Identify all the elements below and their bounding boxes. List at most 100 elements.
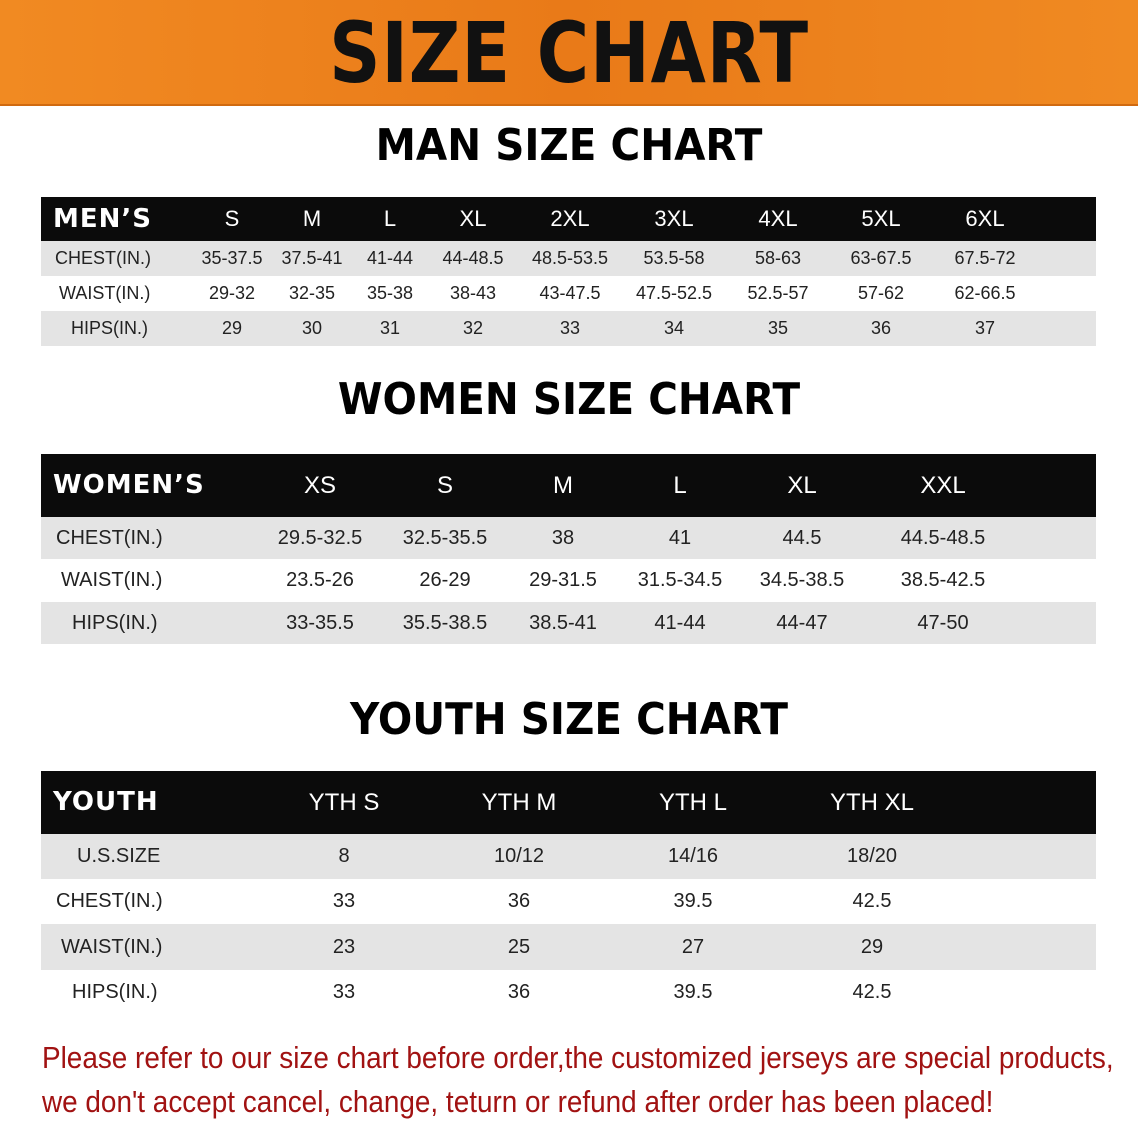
table-cell: 52.5-57 [747, 283, 809, 303]
table-cell: 29-31.5 [529, 569, 597, 591]
size-header: YTH XL [829, 789, 915, 816]
table-cell: 38-43 [449, 283, 497, 303]
table-cell: 44-48.5 [442, 248, 504, 268]
table-cell: 32 [462, 318, 484, 338]
table-cell: 30 [301, 318, 323, 338]
table-cell: 36 [507, 981, 531, 1003]
size-header: M [553, 472, 573, 499]
table-cell: 42.5 [852, 890, 892, 912]
row-label: WAIST(IN.) [61, 936, 163, 958]
table-cell: 62-66.5 [954, 283, 1016, 303]
table-cell: 47-50 [917, 612, 969, 634]
size-header: 4XL [758, 206, 798, 231]
table-cell: 31.5-34.5 [637, 569, 723, 591]
table-cell: 39.5 [673, 981, 713, 1003]
table-cell: 35 [767, 318, 789, 338]
table-cell: 10/12 [493, 845, 545, 867]
table-header-row: YOUTH YTH S YTH M YTH L YTH XL [41, 771, 1096, 834]
youth-section-title: YOUTH SIZE CHART [350, 694, 788, 745]
table-cell: 38 [551, 527, 575, 549]
table-row: WAIST(IN.) 23.5-26 26-29 29-31.5 31.5-34.5 34… [41, 559, 1096, 602]
table-row: HIPS(IN.) 29 30 31 32 33 34 35 36 37 [41, 311, 1096, 346]
table-cell: 34 [663, 318, 685, 338]
size-header: XL [787, 472, 817, 499]
table-row: HIPS(IN.) 33 36 39.5 42.5 [41, 970, 1096, 1015]
table-row: CHEST(IN.) 35-37.5 37.5-41 41-44 44-48.5 48.5… [41, 241, 1096, 276]
table-cell: 63-67.5 [850, 248, 912, 268]
table-cell: 37.5-41 [281, 248, 343, 268]
table-row: WAIST(IN.) 23 25 27 29 [41, 924, 1096, 970]
size-header: 2XL [550, 206, 590, 231]
row-label: WAIST(IN.) [59, 283, 151, 303]
table-cell: 35-37.5 [201, 248, 263, 268]
table-cell: 8 [338, 845, 350, 867]
size-header: YTH M [481, 789, 557, 816]
size-header: L [673, 472, 687, 499]
table-row: CHEST(IN.) 29.5-32.5 32.5-35.5 38 41 44.5 44.5… [41, 517, 1096, 559]
table-cell: 41-44 [366, 248, 414, 268]
size-header: YTH L [658, 789, 728, 816]
table-cell: 67.5-72 [954, 248, 1016, 268]
table-cell: 41 [668, 527, 692, 549]
table-cell: 41-44 [654, 612, 706, 634]
size-header: 6XL [965, 206, 1005, 231]
table-cell: 58-63 [754, 248, 802, 268]
size-header: S [224, 206, 240, 231]
table-row: HIPS(IN.) 33-35.5 35.5-38.5 38.5-41 41-44 44-… [41, 602, 1096, 644]
notice-line-2: we don't accept cancel, change, teturn o… [42, 1084, 994, 1119]
men-section-title: MAN SIZE CHART [375, 120, 763, 171]
table-cell: 23.5-26 [286, 569, 354, 591]
row-label: CHEST(IN.) [56, 890, 163, 912]
table-cell: 26-29 [419, 569, 471, 591]
table-cell: 48.5-53.5 [531, 248, 609, 268]
header-label: WOMEN’S [53, 470, 205, 500]
table-cell: 36 [870, 318, 892, 338]
banner-title: SIZE CHART [329, 4, 809, 102]
row-label: CHEST(IN.) [56, 527, 163, 549]
table-row: WAIST(IN.) 29-32 32-35 35-38 38-43 43-47.5 47.… [41, 276, 1096, 311]
table-cell: 14/16 [667, 845, 719, 867]
row-label: HIPS(IN.) [72, 981, 158, 1003]
table-cell: 29 [221, 318, 243, 338]
table-cell: 42.5 [852, 981, 892, 1003]
table-cell: 31 [379, 318, 401, 338]
table-row: U.S.SIZE 8 10/12 14/16 18/20 [41, 834, 1096, 879]
table-cell: 36 [507, 890, 531, 912]
table-cell: 29.5-32.5 [277, 527, 363, 549]
row-label: U.S.SIZE [77, 845, 161, 867]
table-cell: 29-32 [208, 283, 256, 303]
size-header: M [302, 206, 322, 231]
women-section-title: WOMEN SIZE CHART [337, 374, 801, 425]
row-label: CHEST(IN.) [55, 248, 151, 268]
table-cell: 33 [332, 890, 356, 912]
header-label: MEN’S [53, 204, 152, 234]
size-header: XS [303, 472, 337, 499]
row-label: HIPS(IN.) [71, 318, 149, 338]
table-cell: 25 [507, 936, 531, 958]
table-cell: 23 [332, 936, 356, 958]
table-cell: 38.5-42.5 [900, 569, 986, 591]
size-header: 5XL [861, 206, 901, 231]
table-cell: 39.5 [673, 890, 713, 912]
table-cell: 44.5-48.5 [900, 527, 986, 549]
table-cell: 38.5-41 [529, 612, 597, 634]
table-cell: 33-35.5 [286, 612, 354, 634]
header-label: YOUTH [53, 787, 159, 817]
table-cell: 47.5-52.5 [635, 283, 713, 303]
table-header-row: WOMEN’S XS S M L XL XXL [41, 454, 1096, 517]
table-cell: 57-62 [857, 283, 905, 303]
table-cell: 27 [681, 936, 705, 958]
row-label: HIPS(IN.) [72, 612, 158, 634]
size-header: L [383, 206, 397, 231]
size-header: 3XL [654, 206, 694, 231]
table-cell: 37 [974, 318, 996, 338]
table-cell: 33 [332, 981, 356, 1003]
table-cell: 32.5-35.5 [402, 527, 488, 549]
table-cell: 53.5-58 [643, 248, 705, 268]
table-cell: 44-47 [776, 612, 828, 634]
table-cell: 35.5-38.5 [402, 612, 488, 634]
size-header: S [436, 472, 454, 499]
table-cell: 29 [860, 936, 884, 958]
size-header: YTH S [308, 789, 380, 816]
